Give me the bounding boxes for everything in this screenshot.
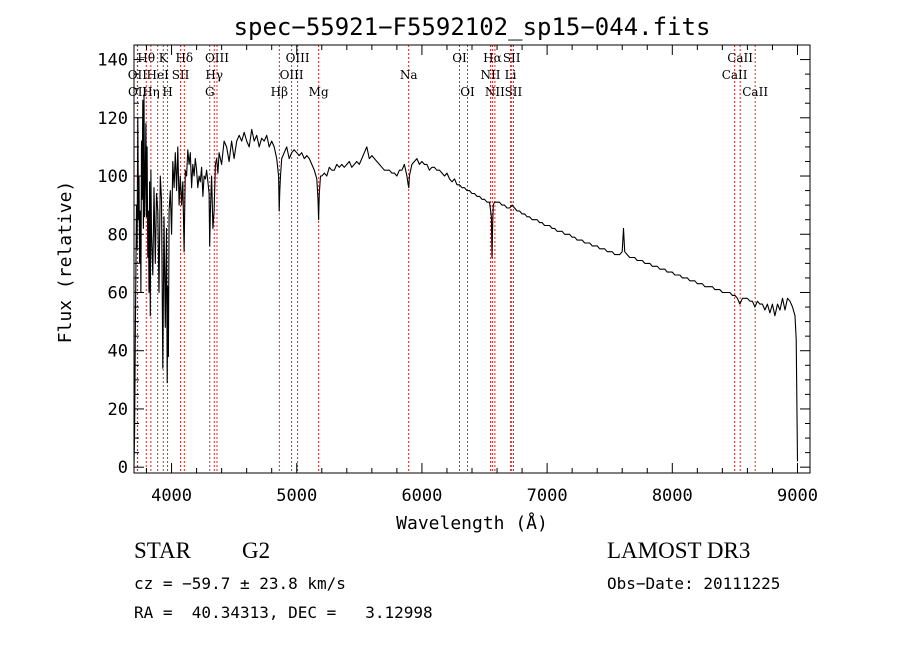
line-label-13: OIII (286, 51, 310, 65)
y-axis-label: Flux (relative) (55, 181, 76, 344)
line-label-14: OIII (280, 68, 304, 82)
line-label-18: OI (460, 85, 475, 99)
line-label-11: G (205, 85, 215, 99)
x-tick-label-6000: 6000 (401, 486, 442, 506)
line-label-17: OI (452, 51, 467, 65)
x-tick-label-7000: 7000 (527, 486, 568, 506)
line-label-27: CaII (742, 85, 768, 99)
spectral-line-markers (136, 45, 756, 473)
line-label-23: Li (505, 68, 517, 82)
line-label-12: Hβ (271, 85, 288, 99)
line-label-8: SII (172, 68, 190, 82)
line-label-2: OII (128, 85, 148, 99)
line-label-19: Hα (483, 51, 502, 65)
y-axis: 0 20 40 60 80 100 120 140 (97, 44, 810, 478)
coordinates: RA = 40.34313, DEC = 3.12998 (134, 603, 433, 622)
x-tick-label-5000: 5000 (276, 486, 317, 506)
line-label-25: CaII (727, 51, 753, 65)
line-label-7: Hδ (175, 51, 193, 65)
y-tick-label-100: 100 (97, 167, 128, 187)
line-label-6: H (162, 85, 172, 99)
y-tick-label-20: 20 (108, 400, 128, 420)
line-label-21: NII (485, 85, 505, 99)
y-tick-label-120: 120 (97, 109, 128, 129)
line-label-0: Hθ (137, 51, 155, 65)
line-label-4: K (159, 51, 169, 65)
line-label-20: NII (481, 68, 501, 82)
line-label-15: Mg (309, 85, 329, 99)
plot-frame (133, 44, 811, 474)
y-tick-label-40: 40 (108, 342, 128, 362)
survey-name: LAMOST DR3 (607, 538, 751, 563)
spectrum-line (133, 93, 799, 468)
line-label-26: CaII (722, 68, 748, 82)
redshift-value: cz = −59.7 ± 23.8 km/s (134, 574, 346, 593)
line-label-3: Hη (142, 85, 160, 99)
x-tick-label-9000: 9000 (777, 486, 818, 506)
chart-title: spec−55921−F5592102_sp15−044.fits (234, 13, 711, 41)
line-label-9: OIII (205, 51, 229, 65)
x-tick-label-4000: 4000 (151, 486, 192, 506)
line-label-10: Hγ (205, 68, 223, 82)
y-tick-label-140: 140 (97, 51, 128, 71)
line-label-16: Na (400, 68, 418, 82)
line-label-5: HeI (147, 68, 170, 82)
line-label-1: OII (128, 68, 148, 82)
x-tick-label-8000: 8000 (652, 486, 693, 506)
y-tick-label-80: 80 (108, 225, 128, 245)
observation-date: Obs−Date: 20111225 (607, 574, 781, 593)
x-axis-label: Wavelength (Å) (396, 512, 548, 534)
object-class: STAR (134, 538, 191, 563)
y-tick-label-60: 60 (108, 283, 128, 303)
object-subclass: G2 (242, 538, 271, 563)
x-axis: 4000 5000 6000 7000 8000 9000 (146, 45, 818, 506)
line-label-24: SII (505, 85, 523, 99)
y-tick-label-0: 0 (118, 458, 128, 478)
line-label-22: SII (503, 51, 521, 65)
